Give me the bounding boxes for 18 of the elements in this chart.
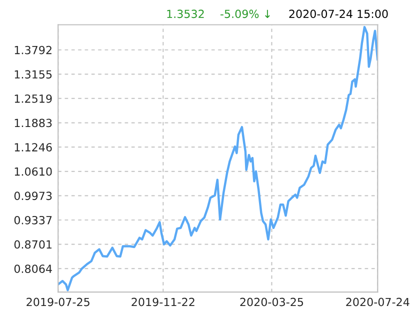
y-tick-label: 0.8064 (14, 264, 52, 273)
y-tick-label: 0.9973 (14, 192, 52, 200)
y-tick-label: 1.1883 (14, 118, 52, 128)
line-series (58, 26, 378, 292)
y-tick-label: 0.8701 (14, 240, 52, 249)
y-tick-label: 1.3155 (14, 70, 52, 79)
x-tick-label: 2020-03-25 (240, 298, 304, 306)
y-tick-label: 0.9337 (14, 216, 52, 224)
y-tick-label: 1.0610 (14, 167, 52, 176)
x-tick-label: 2019-07-25 (26, 298, 90, 306)
x-tick-label: 2020-07-24 (346, 298, 410, 306)
text: 1.3532 (167, 10, 204, 18)
text: 2020-07-24 15:00 (289, 10, 388, 18)
y-tick-label: 1.1246 (14, 143, 52, 152)
y-tick-label: 1.3792 (14, 46, 52, 54)
y-tick-label: 1.2519 (14, 94, 52, 103)
text: -5.09% ↓ (220, 10, 270, 18)
x-tick-label: 2019-11-22 (132, 298, 194, 306)
